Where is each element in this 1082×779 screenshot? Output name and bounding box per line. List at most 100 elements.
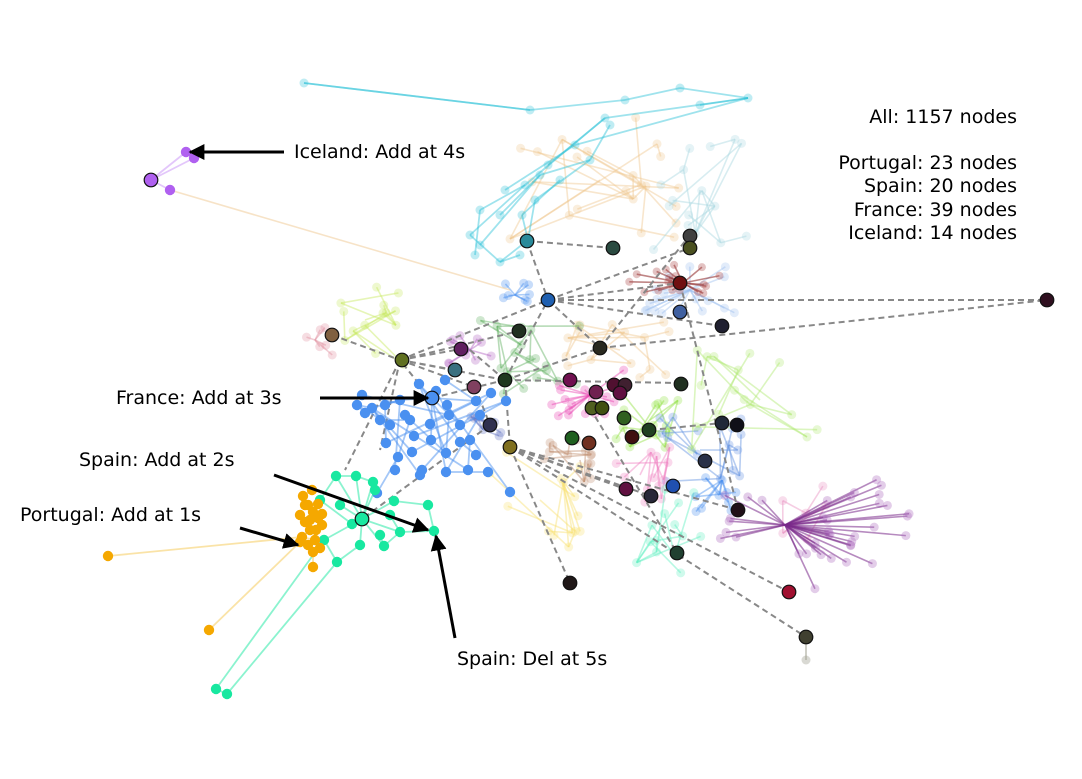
faint-node bbox=[503, 501, 513, 511]
france-edge bbox=[444, 379, 477, 402]
hub-node bbox=[497, 372, 513, 388]
faint-node bbox=[659, 288, 669, 298]
star-node bbox=[743, 492, 753, 502]
faint-node bbox=[567, 399, 577, 409]
faint-edge bbox=[728, 444, 734, 471]
faint-edge bbox=[344, 312, 387, 342]
faint-node bbox=[739, 394, 749, 404]
faint-edge bbox=[567, 394, 591, 416]
faint-node bbox=[626, 358, 636, 368]
faint-node bbox=[448, 335, 458, 345]
faint-node bbox=[315, 342, 325, 352]
faint-node bbox=[709, 352, 719, 362]
faint-node bbox=[669, 232, 679, 242]
faint-edge bbox=[590, 358, 632, 365]
faint-edge bbox=[465, 349, 471, 356]
faint-node bbox=[570, 526, 580, 536]
cyan-node bbox=[600, 113, 610, 123]
cyan-node bbox=[517, 210, 527, 220]
faint-node bbox=[635, 373, 645, 383]
hub-node bbox=[612, 385, 628, 401]
star-edge bbox=[784, 524, 822, 556]
faint-node bbox=[679, 165, 689, 175]
faint-edge bbox=[567, 331, 625, 339]
dashed-edge bbox=[526, 240, 614, 249]
cyan-edge bbox=[499, 174, 541, 216]
portugal-node bbox=[316, 508, 328, 520]
faint-edge bbox=[656, 289, 691, 301]
faint-edge bbox=[695, 403, 751, 428]
faint-edge bbox=[661, 416, 674, 434]
faint-edge bbox=[695, 479, 723, 498]
france-node bbox=[454, 436, 466, 448]
faint-node bbox=[728, 465, 738, 475]
cyan-node bbox=[470, 250, 480, 260]
faint-edge bbox=[559, 384, 591, 396]
hub-node bbox=[540, 292, 556, 308]
cyan-node bbox=[743, 93, 753, 103]
hub-node bbox=[714, 318, 730, 334]
hub-node bbox=[502, 439, 518, 455]
faint-node bbox=[656, 152, 666, 162]
faint-node bbox=[564, 542, 574, 552]
faint-node bbox=[564, 410, 574, 420]
faint-node bbox=[583, 459, 593, 469]
faint-edge bbox=[621, 392, 666, 448]
faint-edge bbox=[721, 479, 732, 511]
dashed-edge bbox=[504, 379, 681, 384]
faint-edge bbox=[561, 139, 571, 216]
faint-edge bbox=[537, 150, 634, 200]
faint-node bbox=[663, 433, 673, 443]
faint-node bbox=[628, 194, 638, 204]
cyan-node bbox=[475, 240, 485, 250]
star-edge bbox=[784, 524, 906, 537]
cyan-node bbox=[555, 175, 565, 185]
portugal-node bbox=[294, 509, 306, 521]
faint-node bbox=[652, 547, 662, 557]
faint-edge bbox=[689, 276, 725, 291]
faint-edge bbox=[639, 451, 652, 476]
faint-edge bbox=[646, 452, 652, 490]
faint-node bbox=[659, 317, 669, 327]
portugal-node bbox=[102, 550, 114, 562]
red-node bbox=[668, 286, 677, 295]
faint-edge bbox=[590, 331, 626, 361]
faint-edge bbox=[314, 327, 326, 341]
faint-node bbox=[685, 262, 695, 272]
faint-node bbox=[632, 558, 642, 568]
faint-edge bbox=[169, 189, 511, 291]
faint-node bbox=[554, 380, 564, 390]
hub-node bbox=[643, 488, 659, 504]
faint-edge bbox=[650, 451, 665, 481]
faint-node bbox=[475, 315, 485, 325]
star-node bbox=[869, 522, 879, 532]
faint-node bbox=[692, 345, 702, 355]
faint-edge bbox=[689, 289, 709, 302]
faint-node bbox=[582, 146, 592, 156]
faint-edge bbox=[635, 502, 680, 564]
faint-edge bbox=[548, 530, 573, 534]
france-node bbox=[504, 486, 516, 498]
faint-edge bbox=[489, 472, 570, 548]
faint-node bbox=[715, 474, 725, 484]
faint-edge bbox=[342, 311, 346, 341]
faint-edge bbox=[652, 446, 671, 479]
faint-edge bbox=[615, 427, 624, 440]
faint-node bbox=[671, 201, 681, 211]
faint-edge bbox=[561, 138, 642, 186]
faint-node bbox=[607, 320, 617, 330]
faint-edge bbox=[562, 465, 581, 484]
faint-node bbox=[717, 475, 727, 485]
faint-edge bbox=[660, 447, 671, 500]
faint-edge bbox=[750, 403, 792, 416]
faint-node bbox=[778, 528, 788, 538]
faint-node bbox=[812, 425, 822, 435]
faint-node bbox=[702, 352, 712, 362]
france-node bbox=[462, 464, 474, 476]
star-edge bbox=[784, 524, 851, 547]
faint-node bbox=[563, 450, 573, 460]
faint-node bbox=[609, 397, 619, 407]
faint-edge bbox=[718, 479, 723, 496]
